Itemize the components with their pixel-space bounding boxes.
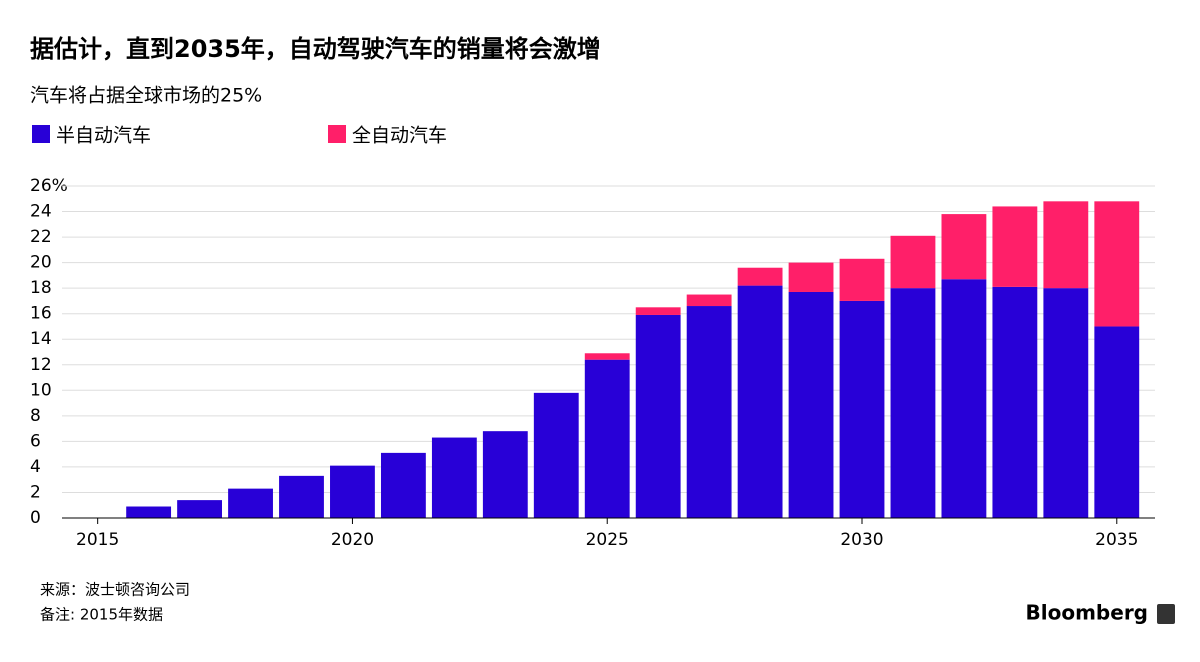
bar-segment	[788, 291, 834, 518]
y-tick-label: 6	[30, 431, 41, 451]
y-tick-label: 14	[30, 329, 52, 349]
bar-segment	[431, 437, 477, 518]
bar-segment	[330, 465, 375, 518]
x-tick-label: 2020	[331, 530, 374, 550]
bar-segment	[839, 258, 885, 301]
y-tick-label: 26%	[30, 176, 68, 196]
legend-label: 全自动汽车	[352, 125, 447, 147]
bar-segment	[737, 285, 783, 518]
bar-segment	[635, 307, 681, 315]
bar-segment	[992, 206, 1038, 287]
chart-title: 据估计，直到2035年，自动驾驶汽车的销量将会激增	[30, 35, 601, 63]
source: 来源：波士顿咨询公司	[40, 581, 190, 599]
legend-swatch	[328, 125, 346, 143]
bar-segment	[1043, 201, 1089, 289]
brand-icon	[1157, 604, 1175, 624]
bar-segment	[992, 286, 1038, 518]
bar-segment	[941, 214, 987, 280]
bar-segment	[584, 359, 630, 518]
bar-segment	[1043, 288, 1089, 518]
y-tick-label: 2	[30, 482, 41, 502]
bar-segment	[941, 279, 987, 518]
bar-segment	[533, 392, 579, 518]
x-tick-label: 2015	[76, 530, 119, 550]
note: 备注: 2015年数据	[40, 606, 163, 624]
bar-segment	[228, 488, 273, 518]
bar-segment	[686, 294, 732, 307]
bar-segment	[890, 235, 936, 289]
bar-segment	[279, 475, 324, 518]
bar-segment	[482, 431, 528, 518]
y-tick-label: 4	[30, 457, 41, 477]
y-tick-label: 12	[30, 355, 52, 375]
bar-segment	[1094, 326, 1140, 518]
bar-segment	[380, 452, 426, 518]
bar-segment	[686, 306, 732, 518]
bar-segment	[839, 300, 885, 518]
chart-subtitle: 汽车将占据全球市场的25%	[30, 85, 262, 107]
x-tick-label: 2030	[840, 530, 883, 550]
bar-segment	[635, 314, 681, 518]
bar-segment	[177, 500, 223, 518]
y-tick-label: 0	[30, 508, 41, 528]
y-tick-label: 24	[30, 202, 52, 222]
legend-label: 半自动汽车	[56, 125, 151, 147]
bar-segment	[890, 288, 936, 518]
y-tick-label: 10	[30, 380, 52, 400]
brand: Bloomberg	[1026, 601, 1148, 625]
bar-segment	[1094, 201, 1140, 327]
legend-swatch	[32, 125, 50, 143]
y-tick-label: 18	[30, 278, 52, 298]
x-tick-label: 2035	[1095, 530, 1138, 550]
bar-segment	[788, 262, 834, 292]
bar-segment	[584, 353, 630, 360]
bar-segment	[737, 267, 783, 286]
y-tick-label: 22	[30, 227, 52, 247]
x-tick-label: 2025	[586, 530, 629, 550]
y-tick-label: 20	[30, 253, 52, 273]
y-tick-label: 8	[30, 406, 41, 426]
y-tick-label: 16	[30, 304, 52, 324]
bar-segment	[126, 506, 172, 518]
